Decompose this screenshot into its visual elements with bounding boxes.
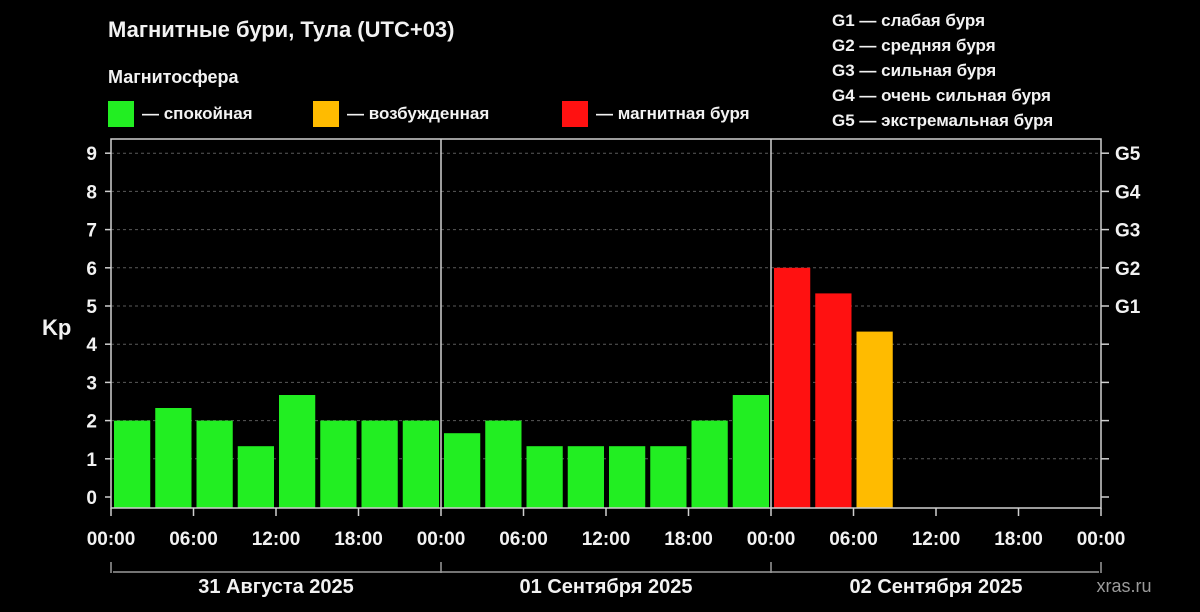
- x-tick-label: 18:00: [664, 529, 713, 550]
- x-tick-label: 06:00: [829, 529, 878, 550]
- g-scale-label: G2: [1115, 259, 1140, 280]
- kp-bar: [114, 420, 151, 508]
- x-tick-label: 00:00: [87, 529, 136, 550]
- kp-bar: [732, 395, 769, 508]
- x-tick-label: 12:00: [252, 529, 301, 550]
- y-tick-label: 6: [86, 259, 97, 280]
- axes: 0 1 2 3 4 5 6 7 8 9 G1 G2 G3 G4 G5 00:00 06:00 12:00 18:00…: [86, 138, 1141, 598]
- kp-bar: [155, 407, 192, 508]
- x-tick-label: 06:00: [169, 529, 218, 550]
- y-tick-label: 3: [86, 373, 97, 394]
- y-axis-title: Kp: [42, 315, 71, 340]
- grid: [111, 152, 1101, 460]
- legend-swatch-quiet: [108, 101, 134, 127]
- g-scale-label: G5: [1115, 144, 1141, 165]
- kp-bar: [691, 420, 728, 508]
- kp-bar: [402, 420, 439, 508]
- storm-level-g2: G2 — средняя буря: [832, 36, 996, 55]
- g-scale-label: G1: [1115, 297, 1141, 318]
- x-tick-label: 18:00: [994, 529, 1043, 550]
- legend-title: Магнитосфера: [108, 67, 240, 87]
- storm-level-g3: G3 — сильная буря: [832, 61, 996, 80]
- kp-bar: [856, 331, 893, 508]
- y-tick-label: 9: [86, 144, 97, 165]
- kp-bar: [815, 293, 852, 508]
- day-label: 31 Августа 2025: [198, 576, 354, 598]
- x-tick-label: 18:00: [334, 529, 383, 550]
- kp-bar: [567, 446, 604, 508]
- y-tick-label: 2: [86, 412, 97, 433]
- legend-label-excited: — возбужденная: [347, 104, 489, 123]
- day-label: 02 Сентября 2025: [850, 576, 1023, 598]
- storm-level-g4: G4 — очень сильная буря: [832, 86, 1051, 105]
- y-tick-label: 0: [86, 488, 97, 509]
- x-tick-label: 06:00: [499, 529, 548, 550]
- x-tick-label: 12:00: [912, 529, 961, 550]
- chart-title: Магнитные бури, Тула (UTC+03): [108, 17, 455, 42]
- y-tick-label: 8: [86, 182, 97, 203]
- kp-bar: [444, 433, 481, 508]
- storm-level-g5: G5 — экстремальная буря: [832, 111, 1053, 130]
- x-tick-label: 00:00: [747, 529, 796, 550]
- kp-bar: [526, 446, 563, 508]
- kp-bar: [361, 420, 398, 508]
- y-tick-label: 1: [86, 450, 97, 471]
- kp-bar: [320, 420, 357, 508]
- legend-swatch-storm: [562, 101, 588, 127]
- legend-label-storm: — магнитная буря: [596, 104, 750, 123]
- storm-level-list: G1 — слабая буря G2 — средняя буря G3 — …: [832, 11, 1053, 130]
- y-tick-label: 4: [86, 335, 97, 356]
- watermark: xras.ru: [1096, 576, 1151, 596]
- g-scale-label: G3: [1115, 221, 1140, 242]
- legend-swatch-excited: [313, 101, 339, 127]
- x-tick-label: 12:00: [582, 529, 631, 550]
- legend: — спокойная — возбужденная — магнитная б…: [108, 101, 750, 127]
- bars: [114, 267, 893, 508]
- g-scale-label: G4: [1115, 182, 1141, 203]
- kp-bar: [650, 446, 687, 508]
- x-tick-label: 00:00: [1077, 529, 1126, 550]
- x-tick-label: 00:00: [417, 529, 466, 550]
- kp-bar: [196, 420, 233, 508]
- kp-bar: [237, 446, 274, 508]
- storm-level-g1: G1 — слабая буря: [832, 11, 985, 30]
- y-tick-label: 5: [86, 297, 97, 318]
- kp-bar: [485, 420, 522, 508]
- day-label: 01 Сентября 2025: [520, 576, 693, 598]
- legend-label-quiet: — спокойная: [142, 104, 253, 123]
- kp-bar: [609, 446, 646, 508]
- y-tick-label: 7: [86, 221, 97, 242]
- kp-bar: [279, 395, 316, 508]
- kp-bar: [774, 267, 811, 508]
